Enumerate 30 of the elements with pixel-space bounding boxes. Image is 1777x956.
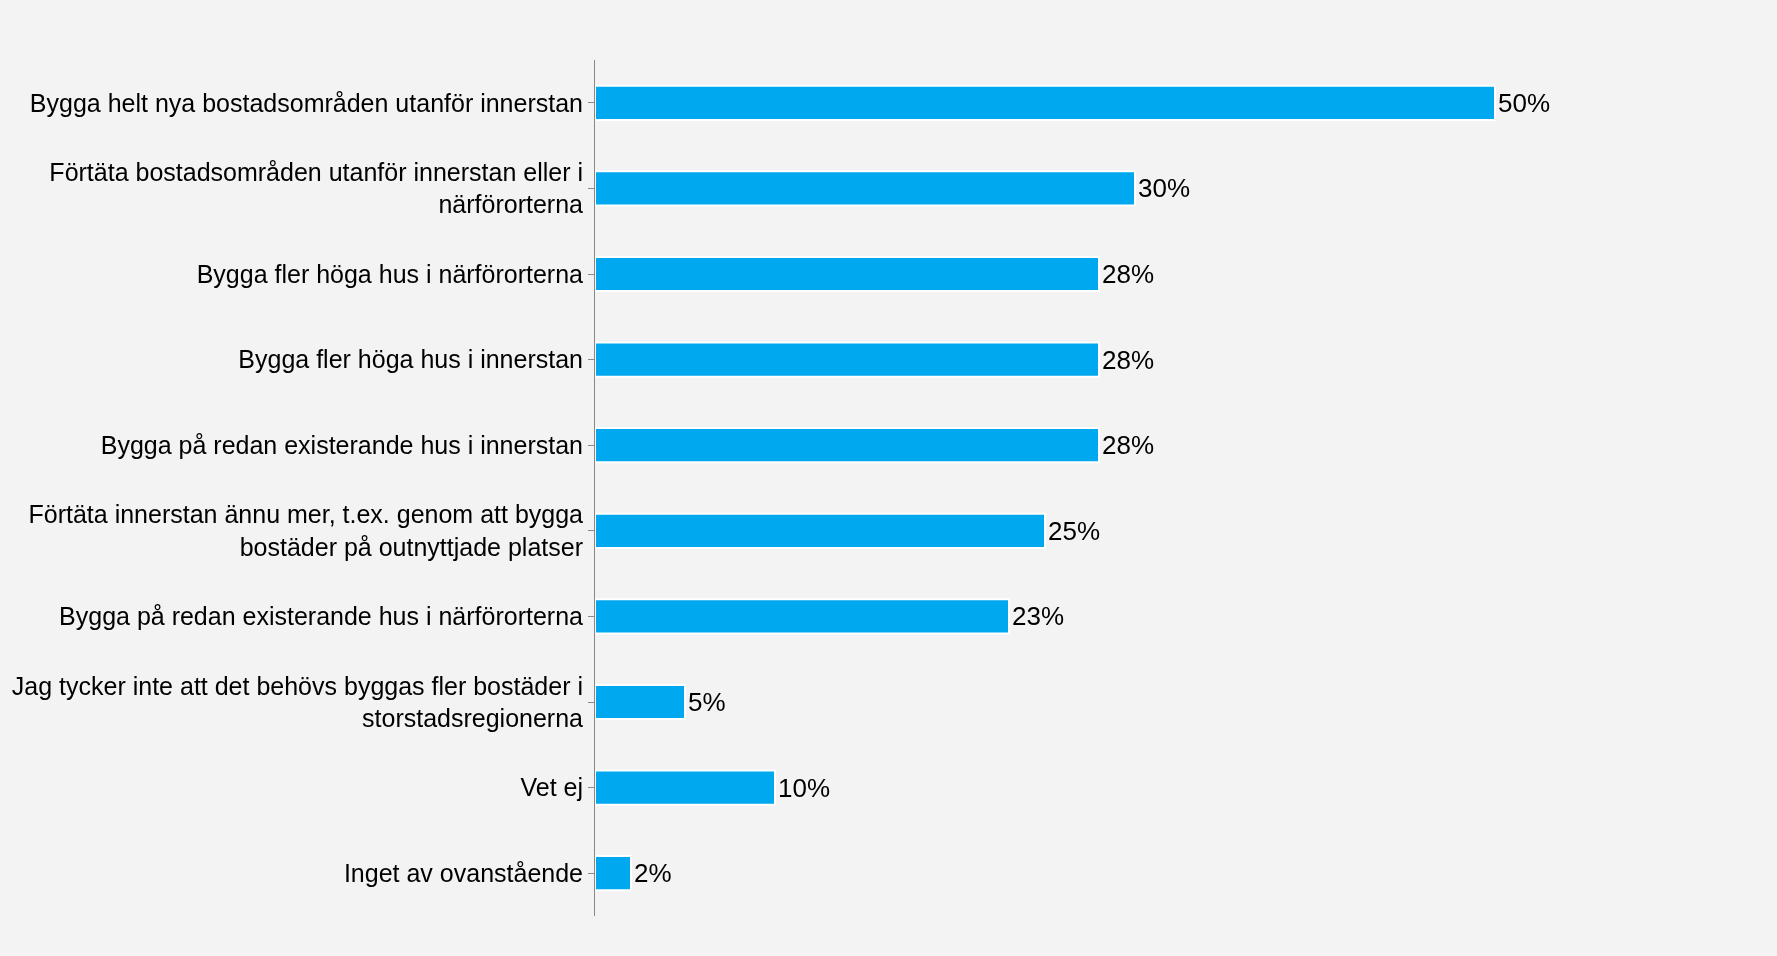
bar: [595, 855, 632, 892]
bar: [595, 84, 1496, 121]
y-tick-label: Förtäta innerstan ännu mer, t.ex. genom att bygga bostäder på outnyttjade platser: [28, 500, 584, 561]
y-tick-label: Bygga på redan existerande hus i närförorterna: [59, 602, 584, 631]
data-label: 50%: [1498, 87, 1551, 118]
bar: [595, 427, 1100, 464]
bar: [595, 255, 1100, 293]
bar: [595, 683, 686, 721]
bar: [595, 769, 776, 806]
bar: [595, 341, 1100, 378]
data-label: 30%: [1138, 173, 1191, 204]
y-tick-label: Bygga fler höga hus i närförorterna: [196, 259, 584, 288]
bar: [595, 512, 1046, 549]
data-label: 28%: [1102, 430, 1155, 461]
y-tick-label: Bygga på redan existerande hus i innerstan: [100, 430, 583, 459]
y-tick-label: Bygga helt nya bostadsområden utanför innerstan: [29, 88, 583, 117]
y-tick-label: Förtäta bostadsområden utanför innerstan eller i närförorterna: [49, 157, 584, 219]
data-label: 23%: [1012, 601, 1065, 632]
data-label: 28%: [1102, 259, 1155, 289]
bar: [595, 170, 1136, 207]
y-tick-label: Inget av ovanstående: [343, 858, 583, 887]
data-label: 10%: [778, 772, 831, 803]
bar: [595, 598, 1010, 635]
data-label: 25%: [1048, 515, 1101, 546]
y-tick-label: Jag tycker inte att det behövs byggas fler bostäder i storstadsregionerna: [11, 671, 584, 732]
data-label: 5%: [688, 687, 726, 717]
y-tick-label: Vet ej: [520, 773, 583, 802]
y-tick-label: Bygga fler höga hus i innerstan: [238, 345, 583, 374]
data-label: 2%: [634, 858, 672, 889]
data-label: 28%: [1102, 344, 1155, 375]
